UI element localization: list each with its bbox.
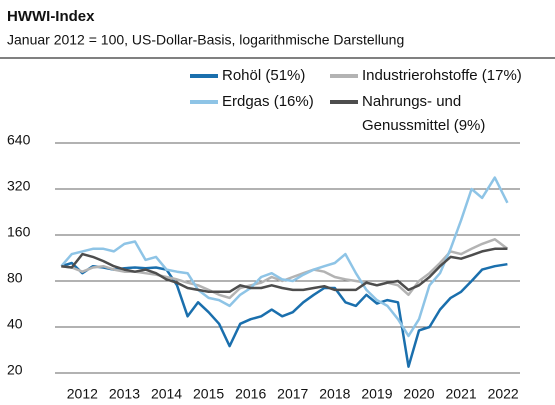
x-tick-label: 2020 xyxy=(403,386,434,402)
y-tick-label: 640 xyxy=(7,132,31,148)
legend-label: Erdgas (16%) xyxy=(222,93,314,110)
legend-item: Erdgas (16%) xyxy=(190,90,330,138)
x-tick-label: 2018 xyxy=(319,386,350,402)
x-tick-label: 2015 xyxy=(193,386,224,402)
chart-subtitle: Januar 2012 = 100, US-Dollar-Basis, loga… xyxy=(7,32,404,48)
legend-label: Rohöl (51%) xyxy=(222,67,306,84)
legend-swatch xyxy=(190,100,218,104)
series-line xyxy=(60,176,509,338)
y-tick-label: 320 xyxy=(7,178,31,194)
y-tick-label: 80 xyxy=(7,270,23,286)
x-tick-label: 2012 xyxy=(67,386,98,402)
series-line xyxy=(60,261,508,368)
x-tick-label: 2016 xyxy=(235,386,266,402)
legend: Rohöl (51%) Industrierohstoffe (17%) Erdga… xyxy=(190,64,525,138)
x-tick-label: 2013 xyxy=(109,386,140,402)
y-tick-label: 160 xyxy=(7,224,31,240)
x-tick-label: 2014 xyxy=(151,386,182,402)
x-tick-label: 2019 xyxy=(361,386,392,402)
legend-item: Nahrungs- und Genussmittel (9%) xyxy=(330,90,525,138)
legend-item: Rohöl (51%) xyxy=(190,64,330,88)
x-tick-label: 2017 xyxy=(277,386,308,402)
legend-label: Nahrungs- und Genussmittel (9%) xyxy=(362,93,486,134)
x-tick-label: 2021 xyxy=(446,386,477,402)
x-tick-label: 2022 xyxy=(488,386,519,402)
legend-swatch xyxy=(330,100,358,104)
legend-swatch xyxy=(190,74,218,78)
chart-title: HWWI-Index xyxy=(7,8,95,25)
y-tick-label: 20 xyxy=(7,362,23,378)
series-line xyxy=(61,247,508,294)
legend-swatch xyxy=(330,74,358,78)
legend-item: Industrierohstoffe (17%) xyxy=(330,64,525,88)
y-tick-label: 40 xyxy=(7,316,23,332)
legend-label: Industrierohstoffe (17%) xyxy=(362,67,522,84)
